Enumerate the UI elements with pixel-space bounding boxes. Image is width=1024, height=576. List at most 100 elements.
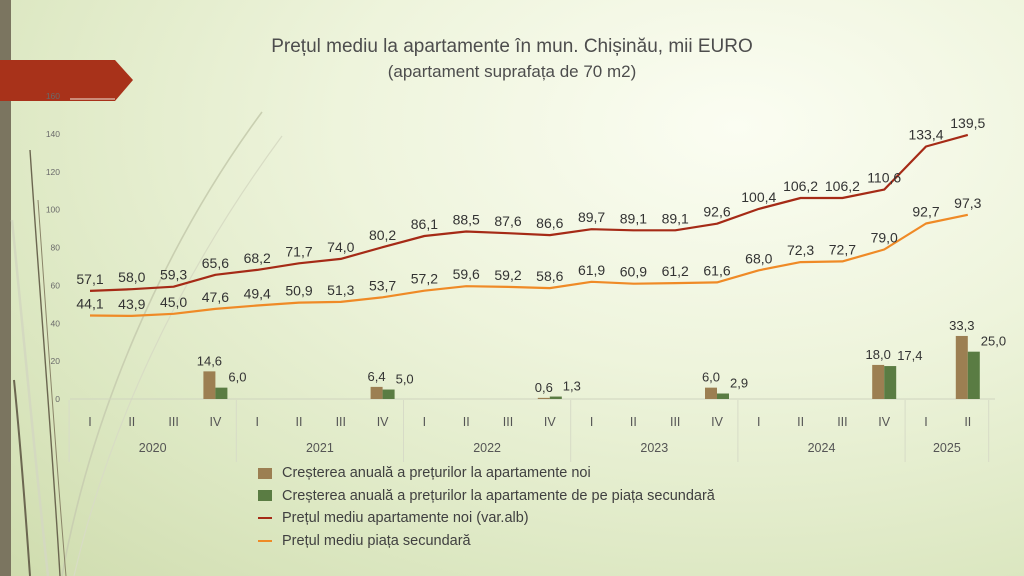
data-label-price-new: 92,6 (703, 204, 730, 220)
bar-growth-secondary (549, 396, 562, 399)
x-tick-quarter: IV (377, 415, 389, 429)
accent-arrow-shape (0, 60, 133, 101)
decor-curve (29, 149, 61, 576)
data-label-price-new: 87,6 (494, 213, 521, 229)
data-label-price-secondary: 50,9 (285, 283, 312, 299)
x-tick-year: 2020 (139, 441, 167, 455)
data-label-price-secondary: 49,4 (244, 285, 271, 301)
data-label-growth-new: 18,0 (866, 347, 891, 362)
x-tick-quarter: I (757, 415, 760, 429)
data-label-price-secondary: 57,2 (411, 271, 438, 287)
data-label-growth-secondary: 25,0 (981, 334, 1006, 349)
legend-swatch-growth-secondary (258, 490, 272, 502)
legend-label-price-new: Prețul mediu apartamente noi (var.alb) (282, 510, 529, 527)
y-tick-label: 100 (46, 205, 60, 215)
x-tick-quarter: II (964, 415, 971, 429)
data-label-price-secondary: 72,7 (829, 241, 856, 257)
x-tick-quarter: I (255, 415, 258, 429)
bar-growth-secondary (382, 389, 395, 399)
data-label-growth-new: 6,4 (368, 369, 386, 384)
x-tick-quarter: IV (878, 415, 890, 429)
bar-growth-secondary (215, 387, 228, 399)
data-label-price-new: 106,2 (825, 178, 860, 194)
x-tick-quarter: I (88, 415, 91, 429)
data-label-price-secondary: 97,3 (954, 195, 981, 211)
data-label-price-new: 59,3 (160, 267, 187, 283)
data-label-price-secondary: 61,9 (578, 262, 605, 278)
legend-item-growth-new: Creșterea anuală a prețurilor la apartam… (258, 462, 715, 485)
legend-label-growth-new: Creșterea anuală a prețurilor la apartam… (282, 465, 591, 482)
bar-growth-secondary (884, 366, 897, 399)
data-label-price-secondary: 72,3 (787, 242, 814, 258)
data-label-price-secondary: 61,6 (703, 262, 730, 278)
x-tick-quarter: IV (544, 415, 556, 429)
data-label-price-new: 86,1 (411, 216, 438, 232)
line-price-new (89, 133, 969, 292)
decor-curve (61, 111, 263, 576)
y-tick-label: 80 (51, 243, 61, 253)
x-tick-quarter: IV (711, 415, 723, 429)
y-tick-label: 20 (51, 356, 61, 366)
data-label-price-secondary: 92,7 (912, 204, 939, 220)
x-tick-year: 2024 (808, 441, 836, 455)
data-label-price-secondary: 47,6 (202, 289, 229, 305)
bar-growth-new (872, 364, 885, 399)
data-labels-group: 57,1 58,0 59,3 65,6 68,2 71,7 74,0 80,2 86,1 88,5… (76, 115, 1006, 395)
data-label-price-new: 65,6 (202, 255, 229, 271)
y-tick-label: 140 (46, 129, 60, 139)
x-tick-quarter: II (128, 415, 135, 429)
legend-item-growth-secondary: Creșterea anuală a prețurilor la apartam… (258, 485, 715, 508)
x-tick-quarter: III (837, 415, 847, 429)
x-tick-quarter: III (670, 415, 680, 429)
x-tick-quarter: II (463, 415, 470, 429)
x-tick-quarter: I (924, 415, 927, 429)
legend: Creșterea anuală a prețurilor la apartam… (258, 462, 715, 552)
decor-curve (10, 219, 50, 576)
x-tick-quarter: III (168, 415, 178, 429)
data-label-price-secondary: 59,6 (453, 266, 480, 282)
data-label-price-new: 71,7 (285, 243, 312, 259)
data-label-growth-new: 14,6 (197, 353, 222, 368)
data-label-price-new: 89,1 (662, 210, 689, 226)
x-tick-quarter: IV (209, 415, 221, 429)
x-tick-year: 2023 (640, 441, 668, 455)
bar-growth-new (537, 397, 550, 399)
data-label-price-secondary: 60,9 (620, 264, 647, 280)
y-tick-label: 0 (55, 394, 60, 404)
data-label-price-secondary: 44,1 (76, 296, 103, 312)
data-label-growth-secondary: 1,3 (563, 379, 581, 394)
bar-growth-new (705, 387, 717, 399)
data-label-price-new: 86,6 (536, 215, 563, 231)
data-label-price-secondary: 61,2 (662, 263, 689, 279)
data-label-price-new: 57,1 (76, 271, 103, 287)
data-label-price-secondary: 53,7 (369, 277, 396, 293)
legend-item-price-new: Prețul mediu apartamente noi (var.alb) (258, 507, 715, 530)
data-label-price-secondary: 58,6 (536, 268, 563, 284)
legend-swatch-price-new (258, 517, 272, 520)
data-label-price-new: 89,7 (578, 209, 605, 225)
bar-growth-new (955, 335, 968, 399)
data-label-price-new: 80,2 (369, 227, 396, 243)
x-tick-quarter: II (296, 415, 303, 429)
data-label-growth-secondary: 2,9 (730, 376, 748, 391)
data-label-price-secondary: 68,0 (745, 250, 772, 266)
data-label-price-new: 139,5 (950, 115, 985, 131)
x-tick-quarter: I (423, 415, 426, 429)
bar-growth-new (370, 386, 383, 399)
bar-growth-new (203, 371, 216, 399)
bar-growth-secondary (967, 351, 980, 399)
x-tick-quarter: II (630, 415, 637, 429)
chart-title: Prețul mediu la apartamente în mun. Chiș… (271, 36, 753, 57)
legend-item-price-secondary: Prețul mediu piața secundară (258, 530, 715, 553)
data-label-growth-secondary: 17,4 (897, 348, 922, 363)
y-tick-label: 160 (46, 91, 60, 101)
y-tick-label: 120 (46, 167, 60, 177)
x-tick-quarter: III (503, 415, 513, 429)
x-tick-quarter: II (797, 415, 804, 429)
data-label-price-secondary: 45,0 (160, 294, 187, 310)
x-tick-quarter: III (336, 415, 346, 429)
x-tick-year: 2021 (306, 441, 334, 455)
chart-subtitle: (apartament suprafața de 70 m2) (387, 62, 637, 81)
